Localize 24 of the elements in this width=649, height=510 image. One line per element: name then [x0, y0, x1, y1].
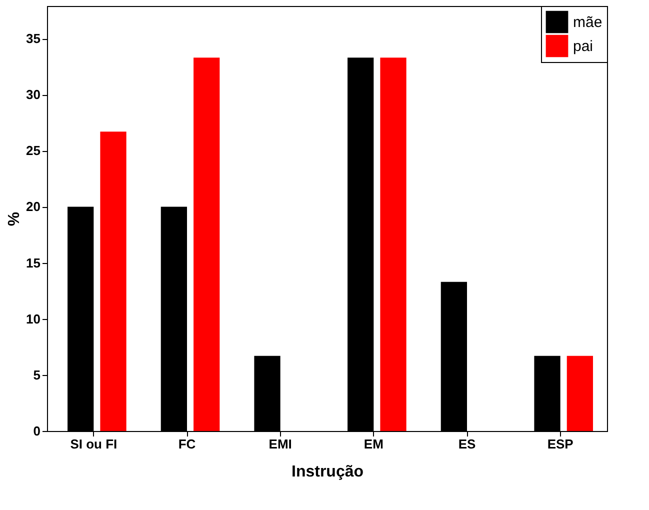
x-tick-label: EM [364, 436, 384, 452]
x-tick-label: EMI [268, 436, 292, 452]
y-tick-label: 20 [26, 199, 40, 214]
x-axis-title: Instrução [291, 464, 364, 480]
y-tick-label: 25 [26, 143, 40, 158]
y-axis-title: % [6, 212, 24, 226]
bar [380, 58, 406, 431]
y-tick-label: 0 [33, 424, 40, 438]
bar [566, 356, 593, 431]
y-tick-label: 10 [26, 311, 40, 326]
legend-label: pai [573, 38, 594, 55]
bar [160, 206, 187, 431]
legend-label: mãe [573, 14, 602, 31]
x-tick-label: FC [178, 436, 196, 452]
x-tick-label: ESP [547, 436, 574, 452]
y-tick-label: 5 [33, 367, 40, 382]
y-tick-label: 30 [26, 87, 40, 102]
bar [440, 282, 467, 431]
y-tick-label: 35 [26, 31, 40, 46]
bar [194, 58, 220, 431]
x-tick-label: SI ou FI [70, 436, 118, 452]
y-tick-label: 15 [26, 255, 40, 270]
x-tick-label: ES [458, 436, 476, 452]
bar [100, 132, 126, 431]
